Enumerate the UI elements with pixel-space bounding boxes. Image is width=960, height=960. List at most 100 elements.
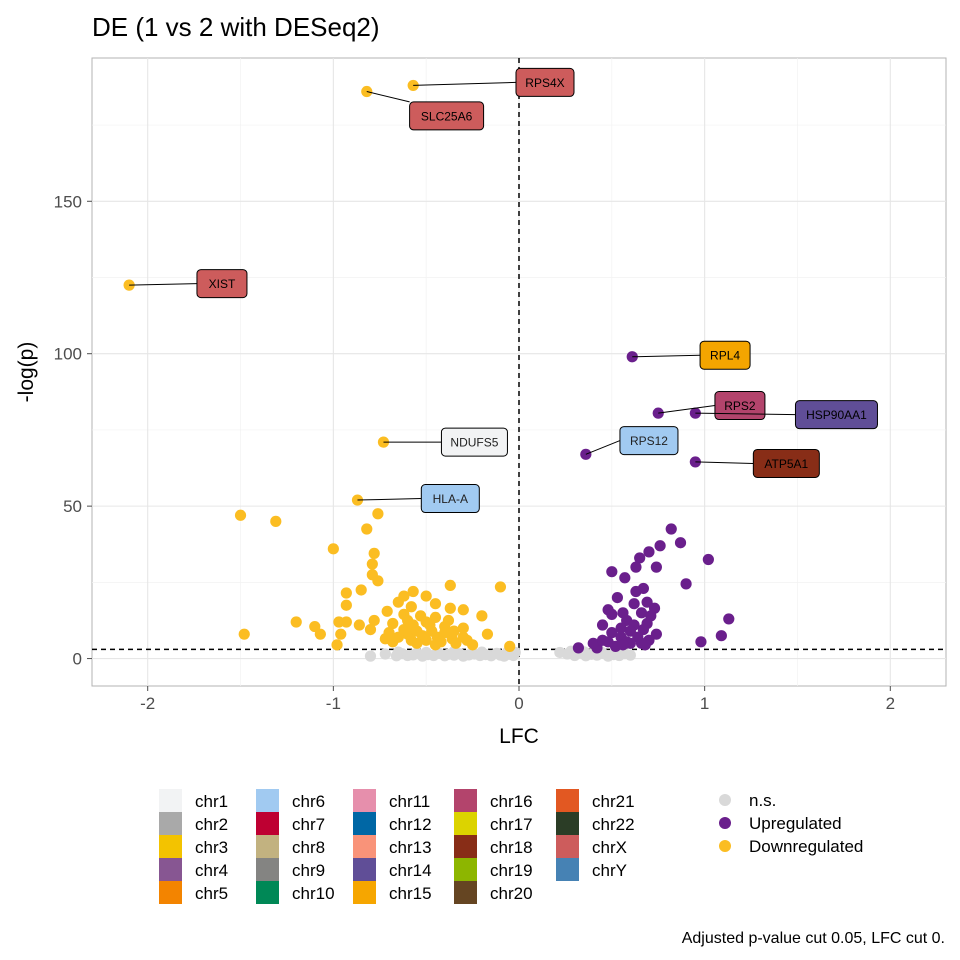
connector-rps2 bbox=[658, 405, 715, 414]
legend-swatch-chr18 bbox=[454, 835, 477, 858]
gene-label-rps2: RPS2 bbox=[724, 399, 756, 413]
gene-label-slc25a6: SLC25A6 bbox=[421, 109, 473, 123]
point-downregulated bbox=[381, 605, 393, 617]
point-downregulated bbox=[355, 584, 367, 596]
chart-caption: Adjusted p-value cut 0.05, LFC cut 0. bbox=[682, 930, 945, 947]
point-upregulated bbox=[641, 596, 653, 608]
legend-label-chr6: chr6 bbox=[292, 792, 325, 811]
point-downregulated bbox=[392, 596, 404, 608]
legend-label-chr8: chr8 bbox=[292, 838, 325, 857]
point-upregulated bbox=[596, 619, 609, 631]
legend-swatch-chr12 bbox=[353, 812, 376, 835]
x-tick-label: 1 bbox=[700, 694, 709, 713]
legend-label-chrX: chrX bbox=[592, 838, 627, 857]
gene-label-hsp90aa1: HSP90AA1 bbox=[806, 408, 867, 422]
point-n-s bbox=[364, 650, 377, 662]
point-upregulated bbox=[702, 553, 714, 566]
data-points bbox=[123, 79, 735, 662]
point-upregulated bbox=[628, 598, 640, 610]
point-upregulated bbox=[674, 537, 687, 549]
legend-swatch-chr10 bbox=[256, 881, 279, 904]
label-box-atp5a1 bbox=[752, 448, 820, 478]
chart-title: DE (1 vs 2 with DESeq2) bbox=[92, 12, 380, 42]
point-downregulated bbox=[340, 599, 352, 611]
legend-label-chr22: chr22 bbox=[592, 815, 635, 834]
point-downregulated bbox=[448, 625, 460, 637]
gene-label-hla-a: HLA-A bbox=[433, 492, 468, 506]
point-downregulated bbox=[402, 614, 414, 627]
legend-label-chr14: chr14 bbox=[389, 861, 432, 880]
point-downregulated bbox=[368, 614, 380, 627]
point-downregulated bbox=[494, 581, 507, 593]
point-upregulated bbox=[630, 561, 642, 573]
legend-swatch-chr22 bbox=[556, 812, 579, 835]
connector-slc25a6 bbox=[366, 91, 410, 103]
gene-label-ndufs5: NDUFS5 bbox=[450, 436, 498, 450]
point-upregulated bbox=[635, 607, 648, 619]
point-downregulated bbox=[340, 587, 352, 599]
point-upregulated bbox=[665, 523, 677, 535]
legend-swatch-chr17 bbox=[454, 812, 477, 835]
legend-label-chr4: chr4 bbox=[195, 861, 228, 880]
legend-swatch-chr5 bbox=[159, 881, 182, 904]
point-upregulated bbox=[606, 627, 618, 639]
point-downregulated bbox=[331, 639, 343, 651]
legend-label-chr7: chr7 bbox=[292, 815, 325, 834]
legend-label-chr3: chr3 bbox=[195, 838, 228, 857]
grid-lines bbox=[92, 58, 946, 686]
point-downregulated bbox=[327, 543, 339, 555]
legend-swatch-chrX bbox=[556, 835, 579, 858]
legend-swatch-chrY bbox=[556, 858, 579, 881]
point-upregulated bbox=[587, 637, 599, 649]
point-upregulated bbox=[572, 642, 585, 654]
point-downregulated bbox=[405, 601, 417, 613]
connector-rps12 bbox=[585, 440, 621, 455]
point-downregulated bbox=[372, 508, 384, 520]
point-n-s bbox=[476, 646, 488, 658]
point-downregulated bbox=[420, 634, 432, 646]
legend-label-chrY: chrY bbox=[592, 861, 627, 880]
legend-label-chr16: chr16 bbox=[490, 792, 533, 811]
x-axis-title: LFC bbox=[499, 725, 539, 748]
legend-swatch-chr20 bbox=[454, 881, 477, 904]
point-upregulated bbox=[654, 540, 666, 552]
gene-label-xist: XIST bbox=[209, 277, 236, 291]
point-upregulated bbox=[723, 613, 735, 625]
label-box-slc25a6 bbox=[409, 101, 485, 131]
point-downregulated bbox=[439, 627, 451, 639]
point-upregulated bbox=[695, 636, 707, 648]
legend-swatch-chr15 bbox=[353, 881, 376, 904]
point-upregulated bbox=[715, 630, 727, 642]
legend-label-chr2: chr2 bbox=[195, 815, 228, 834]
legend-swatch-chr3 bbox=[159, 835, 182, 858]
point-upregulated bbox=[606, 566, 618, 578]
legend-swatch-chr2 bbox=[159, 812, 182, 835]
point-downregulated bbox=[444, 602, 456, 614]
point-upregulated bbox=[650, 561, 662, 573]
label-box-rpl4 bbox=[699, 340, 751, 370]
legend-swatch-chr8 bbox=[256, 835, 279, 858]
label-box-ndufs5 bbox=[440, 427, 508, 457]
point-upregulated bbox=[643, 546, 655, 558]
legend-label-chr1: chr1 bbox=[195, 792, 228, 811]
point-downregulated bbox=[361, 523, 373, 535]
point-downregulated bbox=[461, 634, 473, 646]
label-box-rps4x bbox=[515, 67, 575, 97]
legend-dot-downregulated bbox=[719, 840, 731, 852]
connector-atp5a1 bbox=[695, 461, 754, 464]
point-downregulated bbox=[238, 628, 250, 640]
legend-label-upregulated: Upregulated bbox=[749, 814, 842, 833]
gene-labels: RPS4X SLC25A6 XIST RPL4 RPS2 HSP90AA1 NDUFS5 RP… bbox=[129, 67, 878, 514]
point-upregulated bbox=[624, 625, 636, 637]
point-upregulated bbox=[619, 572, 631, 584]
legend-swatch-chr7 bbox=[256, 812, 279, 835]
point-downregulated bbox=[450, 637, 462, 649]
legend-label-chr19: chr19 bbox=[490, 861, 533, 880]
legend-swatch-chr1 bbox=[159, 789, 182, 812]
legend-label-chr13: chr13 bbox=[389, 838, 432, 857]
point-downregulated bbox=[504, 640, 516, 652]
point-n-s bbox=[379, 648, 391, 660]
point-upregulated bbox=[617, 639, 629, 651]
legend-label-chr10: chr10 bbox=[292, 884, 335, 903]
